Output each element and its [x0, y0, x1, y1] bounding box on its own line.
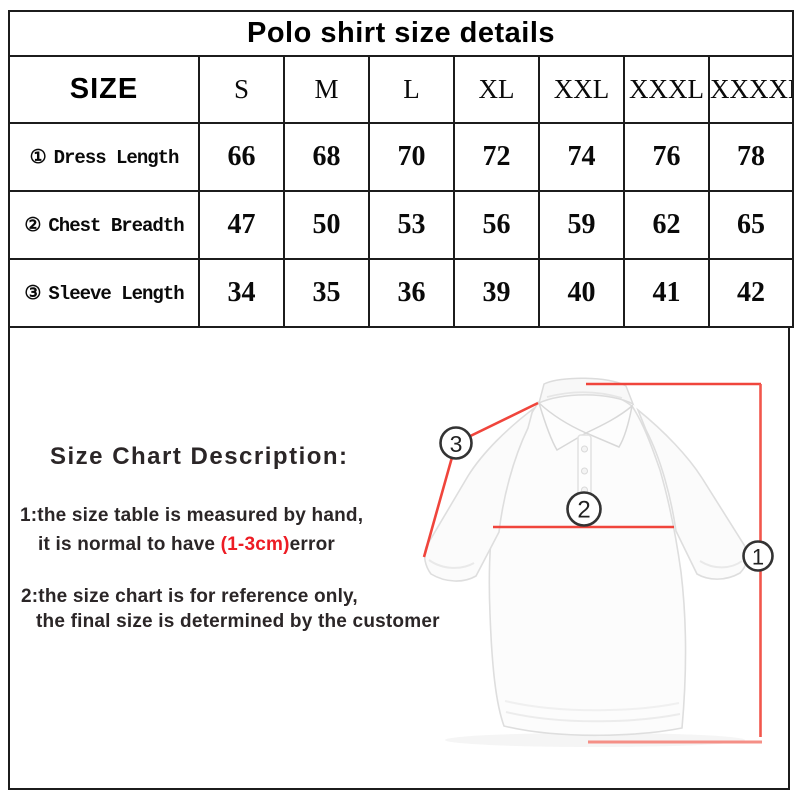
cell-value: 34 [198, 258, 285, 328]
tolerance-highlight: (1-3cm) [220, 534, 290, 555]
cell-value: 42 [707, 258, 795, 328]
cell-value: 78 [707, 122, 795, 192]
table-title-row: Polo shirt size details [7, 10, 795, 57]
row-label-sleeve-length: ③ Sleeve Length [8, 258, 200, 328]
note-2-line-1: 2:the size chart is for reference only, [21, 586, 358, 607]
row-label-text: Sleeve Length [48, 282, 184, 305]
cell-value: 56 [453, 190, 540, 260]
description-heading: Size Chart Description: [50, 443, 349, 470]
note-1-line-2: it is normal to have (1-3cm)error [38, 534, 335, 556]
cell-value: 50 [283, 190, 370, 260]
cell-value: 66 [198, 122, 285, 192]
table-row-dress-length: ① Dress Length 66 68 70 72 74 76 78 [8, 122, 795, 192]
cell-value: 39 [453, 258, 540, 328]
note-1-line-2-post: error [289, 534, 335, 555]
row-label-text: Dress Length [53, 146, 180, 169]
row-label-chest-breadth: ② Chest Breadth [8, 190, 200, 260]
cell-value: 74 [538, 122, 625, 192]
size-header-m: M [283, 55, 370, 124]
note-2-line-2: the final size is determined by the cust… [36, 611, 440, 632]
size-header-xl: XL [453, 55, 540, 124]
cell-value: 76 [623, 122, 710, 192]
cell-value: 40 [538, 258, 625, 328]
size-header-xxl: XXL [538, 55, 625, 124]
table-row-sleeve-length: ③ Sleeve Length 34 35 36 39 40 41 42 [8, 258, 795, 328]
cell-value: 59 [538, 190, 625, 260]
cell-value: 65 [707, 190, 795, 260]
circled-2-glyph: ② [24, 214, 42, 237]
cell-value: 36 [368, 258, 455, 328]
cell-value: 53 [368, 190, 455, 260]
circled-3-glyph: ③ [24, 282, 42, 305]
table-header-row: SIZE S M L XL XXL XXXL XXXXL [8, 55, 795, 124]
circled-1-glyph: ① [29, 146, 47, 169]
cell-value: 41 [623, 258, 710, 328]
size-header-l: L [368, 55, 455, 124]
cell-value: 35 [283, 258, 370, 328]
size-header-xxxl: XXXL [623, 55, 710, 124]
row-label-text: Chest Breadth [48, 214, 184, 237]
size-header-xxxxl: XXXXL [707, 55, 795, 124]
cell-value: 72 [453, 122, 540, 192]
table-title: Polo shirt size details [7, 10, 795, 57]
cell-value: 62 [623, 190, 710, 260]
table-row-chest-breadth: ② Chest Breadth 47 50 53 56 59 62 65 [8, 190, 795, 260]
outer-frame: Polo shirt size details SIZE S M L XL XX… [7, 10, 795, 790]
cell-value: 68 [283, 122, 370, 192]
row-label-dress-length: ① Dress Length [8, 122, 200, 192]
note-1-line-1: 1:the size table is measured by hand, [20, 505, 364, 526]
size-header-s: S [198, 55, 285, 124]
cell-value: 47 [198, 190, 285, 260]
size-column-header: SIZE [8, 55, 200, 124]
size-table: Polo shirt size details SIZE S M L XL XX… [7, 10, 795, 328]
cell-value: 70 [368, 122, 455, 192]
note-1-line-2-pre: it is normal to have [38, 534, 221, 555]
